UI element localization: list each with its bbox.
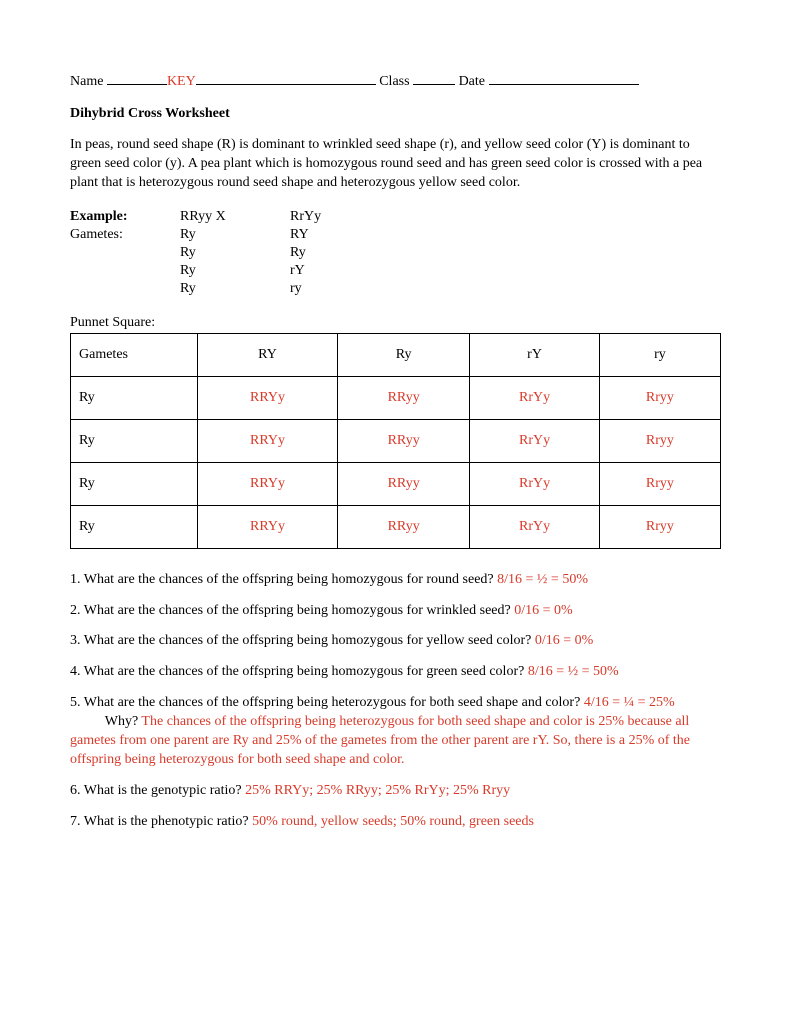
p1-gamete-2: Ry xyxy=(180,263,290,281)
table-row: Ry RRYy RRyy RrYy Rryy xyxy=(71,376,721,419)
q7-text: 7. What is the phenotypic ratio? xyxy=(70,814,252,829)
worksheet-title: Dihybrid Cross Worksheet xyxy=(70,106,721,122)
parent1-cross: RRyy X xyxy=(180,209,290,227)
q1-answer: 8/16 = ½ = 50% xyxy=(497,572,588,587)
parent2: RrYy xyxy=(290,209,400,227)
cell: RRYy xyxy=(198,462,338,505)
q6-answer: 25% RRYy; 25% RRyy; 25% RrYy; 25% Rryy xyxy=(245,783,510,798)
q7-answer: 50% round, yellow seeds; 50% round, gree… xyxy=(252,814,534,829)
q5-text-a: 5. What are the chances of the offspring… xyxy=(70,695,584,710)
cell: Rryy xyxy=(599,505,720,548)
table-row: Ry RRYy RRyy RrYy Rryy xyxy=(71,419,721,462)
col-header-4: ry xyxy=(599,333,720,376)
intro-text: In peas, round seed shape (R) is dominan… xyxy=(70,136,721,193)
p2-gamete-2: rY xyxy=(290,263,400,281)
p1-gamete-1: Ry xyxy=(180,245,290,263)
q4-answer: 8/16 = ½ = 50% xyxy=(528,664,619,679)
name-blank-left xyxy=(107,70,167,85)
cell: RRyy xyxy=(338,376,470,419)
question-3: 3. What are the chances of the offspring… xyxy=(70,632,721,651)
q3-text: 3. What are the chances of the offspring… xyxy=(70,633,535,648)
question-6: 6. What is the genotypic ratio? 25% RRYy… xyxy=(70,782,721,801)
p2-gamete-3: ry xyxy=(290,281,400,299)
q2-text: 2. What are the chances of the offspring… xyxy=(70,603,514,618)
header-line: Name KEY Class Date xyxy=(70,70,721,90)
col-header-1: RY xyxy=(198,333,338,376)
question-4: 4. What are the chances of the offspring… xyxy=(70,663,721,682)
cell: RrYy xyxy=(470,376,600,419)
p2-gamete-1: Ry xyxy=(290,245,400,263)
gametes-label: Gametes: xyxy=(70,227,180,245)
questions-block: 1. What are the chances of the offspring… xyxy=(70,571,721,832)
cell: RRYy xyxy=(198,505,338,548)
punnet-label: Punnet Square: xyxy=(70,315,721,331)
example-block: Example: Gametes: RRyy X Ry Ry Ry Ry RrY… xyxy=(70,209,721,299)
p1-gamete-3: Ry xyxy=(180,281,290,299)
row-gamete: Ry xyxy=(71,462,198,505)
q3-answer: 0/16 = 0% xyxy=(535,633,593,648)
key-text: KEY xyxy=(167,74,196,89)
cell: RRyy xyxy=(338,505,470,548)
cell: RRyy xyxy=(338,419,470,462)
cell: RrYy xyxy=(470,419,600,462)
date-blank xyxy=(489,70,639,85)
p2-gamete-0: RY xyxy=(290,227,400,245)
q5-answer-a: 4/16 = ¼ = 25% xyxy=(584,695,675,710)
col-header-3: rY xyxy=(470,333,600,376)
punnet-square-table: Gametes RY Ry rY ry Ry RRYy RRyy RrYy Rr… xyxy=(70,333,721,549)
class-blank xyxy=(413,70,455,85)
cell: RRYy xyxy=(198,419,338,462)
cell: RrYy xyxy=(470,505,600,548)
cell: Rryy xyxy=(599,462,720,505)
worksheet-page: Name KEY Class Date Dihybrid Cross Works… xyxy=(0,0,791,1024)
row-gamete: Ry xyxy=(71,419,198,462)
name-blank-right xyxy=(196,70,376,85)
cell: Rryy xyxy=(599,419,720,462)
q1-text: 1. What are the chances of the offspring… xyxy=(70,572,497,587)
table-header-row: Gametes RY Ry rY ry xyxy=(71,333,721,376)
row-gamete: Ry xyxy=(71,505,198,548)
name-label: Name xyxy=(70,74,103,89)
question-1: 1. What are the chances of the offspring… xyxy=(70,571,721,590)
question-7: 7. What is the phenotypic ratio? 50% rou… xyxy=(70,813,721,832)
date-label: Date xyxy=(459,74,485,89)
question-5: 5. What are the chances of the offspring… xyxy=(70,694,721,770)
col-header-2: Ry xyxy=(338,333,470,376)
cell: RRYy xyxy=(198,376,338,419)
q4-text: 4. What are the chances of the offspring… xyxy=(70,664,528,679)
p1-gamete-0: Ry xyxy=(180,227,290,245)
table-row: Ry RRYy RRyy RrYy Rryy xyxy=(71,505,721,548)
q5-why-label: Why? xyxy=(70,714,141,729)
cell: Rryy xyxy=(599,376,720,419)
q6-text: 6. What is the genotypic ratio? xyxy=(70,783,245,798)
table-row: Ry RRYy RRyy RrYy Rryy xyxy=(71,462,721,505)
cell: RrYy xyxy=(470,462,600,505)
cell: RRyy xyxy=(338,462,470,505)
row-gamete: Ry xyxy=(71,376,198,419)
q2-answer: 0/16 = 0% xyxy=(514,603,572,618)
example-label: Example: xyxy=(70,209,180,227)
q5-answer-b: The chances of the offspring being heter… xyxy=(70,714,690,767)
question-2: 2. What are the chances of the offspring… xyxy=(70,602,721,621)
class-label: Class xyxy=(379,74,409,89)
col-header-gametes: Gametes xyxy=(71,333,198,376)
